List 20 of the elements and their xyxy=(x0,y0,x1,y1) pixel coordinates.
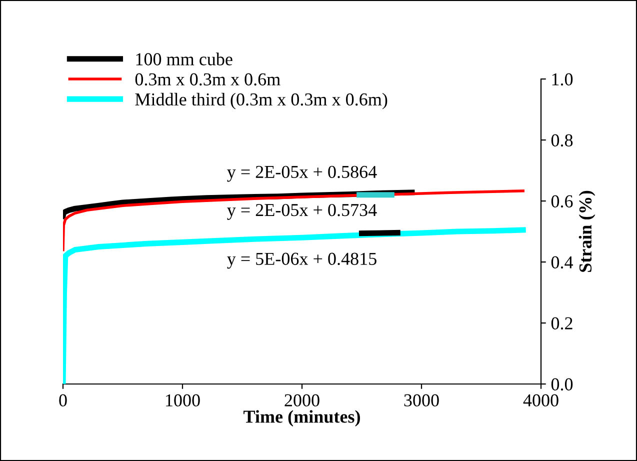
y-tick-label: 1.0 xyxy=(552,73,573,86)
x-tick-label: 1000 xyxy=(166,394,200,406)
y-tick-label: 0.6 xyxy=(551,195,573,208)
legend-label: 0.3m x 0.3m x 0.6m xyxy=(135,73,280,86)
x-axis-title: Time (minutes) xyxy=(244,410,360,426)
legend-label: 100 mm cube xyxy=(136,52,232,66)
y-axis-title: Strain (%) xyxy=(578,190,596,272)
line-series xyxy=(63,190,524,252)
annotation: y = 2E-05x + 0.5864 xyxy=(227,166,377,182)
legend-label: Middle third (0.3m x 0.3m x 0.6m) xyxy=(135,92,388,110)
x-tick-label: 0 xyxy=(59,394,67,406)
x-tick-label: 3000 xyxy=(404,394,439,406)
x-tick-label: 4000 xyxy=(523,394,558,406)
x-tick-label: 2000 xyxy=(284,394,320,406)
y-tick-label: 0.0 xyxy=(551,378,573,391)
annotation: y = 2E-05x + 0.5734 xyxy=(227,204,377,220)
annotation: y = 5E-06x + 0.4815 xyxy=(227,252,376,269)
y-tick-label: 0.4 xyxy=(551,256,574,269)
y-tick-label: 0.2 xyxy=(551,317,572,330)
y-tick-label: 0.8 xyxy=(551,134,573,147)
